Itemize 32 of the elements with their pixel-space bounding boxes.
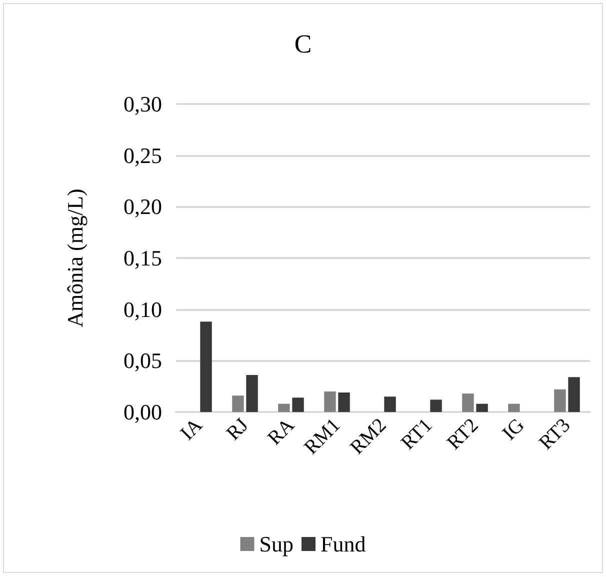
y-tick-label: 0,15 (124, 246, 162, 270)
legend-label: Sup (259, 532, 294, 556)
legend-label: Fund (320, 532, 366, 556)
bar (384, 396, 396, 412)
x-tick-label: IG (498, 414, 529, 445)
x-tick-label: RT2 (442, 414, 483, 454)
bar (554, 389, 566, 412)
bar (476, 404, 488, 412)
x-tick-label: RJ (222, 414, 253, 445)
bar (232, 396, 244, 412)
y-tick-label: 0,05 (124, 348, 162, 374)
x-tick-label: RT1 (396, 414, 437, 454)
bar (568, 377, 580, 412)
y-tick-label: 0,20 (124, 194, 162, 220)
y-axis-title: Amônia (mg/L) (62, 188, 88, 328)
bar (338, 392, 350, 412)
bar (462, 394, 474, 412)
bar (430, 400, 442, 412)
x-tick-label: IA (176, 414, 208, 445)
y-tick-label: 0,10 (124, 296, 162, 322)
y-tick-label: 0,30 (124, 92, 162, 116)
bar (200, 322, 212, 412)
y-tick-label: 0,25 (124, 142, 162, 168)
x-tick-label: RT3 (534, 414, 575, 454)
bar (508, 404, 520, 412)
y-tick-label: 0,00 (124, 400, 162, 424)
bar (324, 391, 336, 412)
bar (292, 398, 304, 412)
bar (246, 375, 258, 412)
x-tick-label: RA (264, 414, 300, 450)
chart-title: C (294, 30, 312, 58)
bar (278, 404, 290, 412)
